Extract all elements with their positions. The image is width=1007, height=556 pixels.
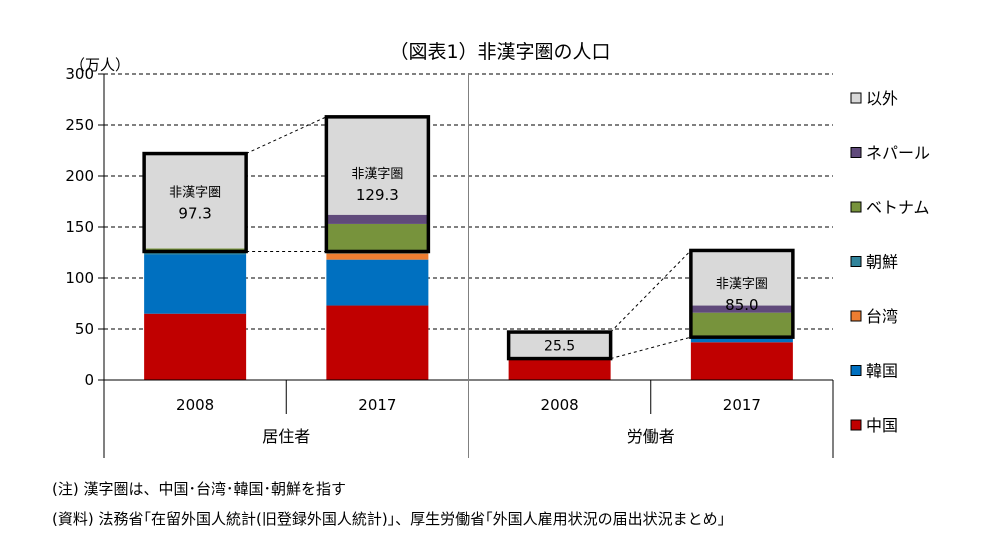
bar-segment — [326, 253, 429, 260]
legend-label: 朝鮮 — [866, 253, 898, 272]
group-label: 居住者 — [262, 427, 310, 446]
bar-segment — [144, 254, 247, 314]
bar-segment — [690, 250, 793, 306]
y-tick-label: 200 — [65, 167, 94, 185]
annotation-label: 非漢字圏 — [716, 277, 768, 292]
y-axis-ticks: 0 50 100 150 200 250 300 — [65, 65, 104, 389]
non-kanji-box — [142, 151, 248, 254]
legend-label: 台湾 — [866, 307, 898, 326]
bar-segment — [326, 116, 429, 215]
x-axis-labels: 2008 2017 2008 2017 居住者 労働者 — [176, 396, 761, 446]
legend-swatch — [850, 310, 862, 322]
bar-segment — [690, 342, 793, 380]
annotation-label: 非漢字圏 — [351, 167, 403, 182]
x-tick-label: 2017 — [358, 396, 396, 414]
y-tick-label: 150 — [65, 218, 94, 236]
non-kanji-box — [324, 115, 431, 254]
legend-swatch — [850, 365, 862, 376]
connector-line — [610, 336, 692, 360]
group-label: 労働者 — [627, 427, 675, 446]
legend-label: 韓国 — [866, 362, 898, 381]
legend-swatch — [850, 201, 862, 213]
bar-segment — [508, 358, 611, 380]
x-tick-label: 2017 — [723, 396, 761, 414]
y-tick-label: 250 — [65, 116, 94, 134]
annotation-value: 97.3 — [178, 205, 211, 223]
axes — [103, 74, 834, 458]
bars — [144, 116, 793, 380]
legend-label: ネパール — [866, 144, 930, 163]
chart-title: （図表1）非漢字圏の人口 — [389, 41, 610, 63]
annotation-value: 129.3 — [356, 186, 399, 204]
annotation-label: 非漢字圏 — [169, 186, 221, 201]
annotations: 非漢字圏 97.3 非漢字圏 129.3 25.5 非漢字圏 85.0 — [142, 115, 795, 361]
y-tick-label: 100 — [65, 269, 94, 287]
bar-segment — [326, 305, 429, 380]
legend-label: 以外 — [866, 89, 898, 108]
annotation-value: 25.5 — [544, 338, 575, 354]
bar-segment — [690, 305, 793, 313]
bar-segment — [326, 223, 429, 252]
bar-segment — [690, 312, 793, 338]
bar-segment — [690, 338, 793, 343]
legend-label: ベトナム — [866, 198, 930, 217]
source-text: (資料) 法務省｢在留外国人統計(旧登録外国人統計)｣、厚生労働省｢外国人雇用状… — [52, 510, 726, 528]
y-tick-label: 300 — [65, 65, 94, 83]
y-tick-label: 50 — [75, 320, 94, 338]
x-tick-label: 2008 — [176, 396, 214, 414]
note-text: (注) 漢字圏は、中国･台湾･韓国･朝鮮を指す — [52, 480, 346, 498]
non-kanji-box — [689, 248, 795, 339]
bar-segment — [508, 332, 611, 359]
stacked-bar-chart: （図表1）非漢字圏の人口 （万人） 0 50 100 150 200 250 300 非漢字… — [65, 41, 930, 458]
bar-segment — [144, 153, 247, 249]
connector-line — [610, 250, 692, 333]
legend-swatch — [850, 419, 862, 431]
legend-swatch — [850, 92, 862, 104]
legend-label: 中国 — [866, 416, 898, 435]
connector-line — [245, 116, 327, 155]
bar-segment — [326, 259, 429, 306]
non-kanji-box — [506, 330, 613, 361]
bar-segment — [144, 313, 247, 380]
x-tick-label: 2008 — [541, 396, 579, 414]
legend-swatch — [850, 256, 862, 267]
annotation-value: 85.0 — [725, 296, 758, 314]
y-axis-unit-label: （万人） — [70, 56, 130, 74]
y-tick-label: 0 — [84, 371, 94, 389]
bar-segment — [326, 214, 429, 224]
legend-swatch — [850, 147, 862, 158]
